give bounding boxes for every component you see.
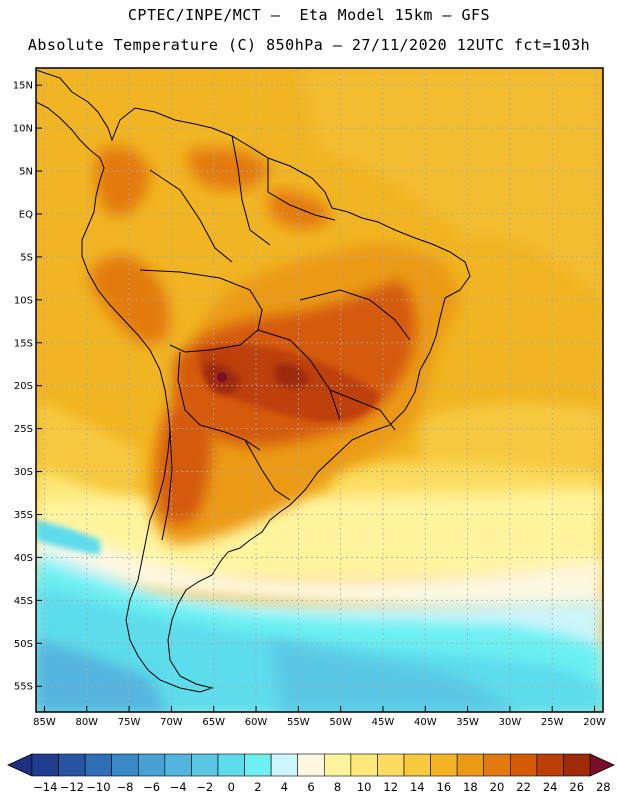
colorbar-label: 2 [254,780,261,794]
colorbar-label: −8 [117,780,134,794]
colorbar-label: 12 [383,780,398,794]
colorbar-segment [509,753,538,777]
colorbar-segment [297,753,325,777]
lon-tick-label: 50W [329,717,352,728]
colorbar-over-arrow [589,753,615,777]
lat-tick-label: 25S [14,424,33,435]
lon-tick-label: 25W [541,717,564,728]
colorbar-label: 0 [228,780,235,794]
colorbar-label: −12 [60,780,84,794]
coastlines [36,69,471,693]
latitude-ticks: 15N 10N 5N EQ 5S 10S 15S 20S 25S 30S 35S 40S 45S 50S 5… [13,81,42,693]
lat-tick-label: 5N [19,167,33,178]
lon-tick-label: 65W [202,717,225,728]
lat-tick-label: 55S [14,682,33,693]
colorbar-under-arrow [7,753,33,777]
colorbar-label: 8 [334,780,341,794]
lon-tick-label: 45W [372,717,395,728]
lon-tick-label: 40W [414,717,437,728]
lat-tick-label: 10N [13,124,33,135]
chart-title-line1: CPTEC/INPE/MCT – Eta Model 15km – GFS [127,6,491,24]
lat-tick-label: 35S [14,510,33,521]
temperature-field [36,68,603,712]
colorbar-segment [84,753,113,777]
colorbar-segment [536,753,564,777]
colorbar-label: −14 [33,780,57,794]
colorbar-label: 20 [490,780,505,794]
lon-tick-label: 30W [499,717,522,728]
lon-tick-label: 75W [118,717,141,728]
lat-tick-label: 40S [14,553,33,564]
colorbar-label: 18 [463,780,478,794]
colorbar-label: −6 [143,780,160,794]
colorbar-label: 16 [437,780,452,794]
colorbar-segment [323,753,352,777]
lon-tick-label: 35W [456,717,479,728]
colorbar-segment [164,753,192,777]
colorbar-label: −4 [170,780,187,794]
colorbar-segment [403,753,431,777]
colorbar-segment [563,753,591,777]
colorbar-segment [31,753,59,777]
colorbar-label: 24 [543,780,558,794]
colorbar: −14 −12 −10 −8 −6 −4 −2 0 2 4 6 8 10 12 14 16 18 20 22 24 26… [7,753,615,794]
colorbar-segment [456,753,485,777]
colorbar-label: 4 [281,780,288,794]
lat-tick-label: 45S [14,596,33,607]
lon-tick-label: 85W [33,717,56,728]
chart-title-line2: Absolute Temperature (C) 850hPa – 27/11/… [27,36,591,54]
lat-tick-label: 50S [14,639,33,650]
colorbar-label: 6 [307,780,314,794]
colorbar-segment [244,753,272,777]
colorbar-segment [430,753,458,777]
colorbar-label: 10 [357,780,372,794]
lon-tick-label: 55W [287,717,310,728]
colorbar-segment [270,753,299,777]
colorbar-segment [58,753,86,777]
colorbar-label: 14 [410,780,425,794]
colorbar-label: −2 [196,780,213,794]
lat-tick-label: 10S [14,295,33,306]
colorbar-segment [137,753,166,777]
colorbar-segment [350,753,378,777]
colorbar-segment [217,753,245,777]
lon-tick-label: 70W [160,717,183,728]
colorbar-label: 22 [516,780,531,794]
colorbar-label: 26 [569,780,584,794]
colorbar-label: −10 [86,780,110,794]
lon-tick-label: 20W [583,717,606,728]
longitude-ticks: 85W 80W 75W 70W 65W 60W 55W 50W 45W 40W 35W 30W 25W 2… [33,706,606,728]
colorbar-label: 28 [596,780,611,794]
colorbar-segment [483,753,511,777]
lat-tick-label: 30S [14,467,33,478]
lat-tick-label: 20S [14,381,33,392]
lat-tick-label: 15N [13,81,33,92]
lon-tick-label: 60W [245,717,268,728]
colorbar-segment [377,753,405,777]
map-gridlines [36,68,603,712]
colorbar-segment [111,753,139,777]
colorbar-segment [191,753,219,777]
map-frame [35,67,604,713]
lat-tick-label: 5S [20,252,33,263]
lat-tick-label: EQ [19,209,33,220]
lat-tick-label: 15S [14,338,33,349]
lon-tick-label: 80W [75,717,98,728]
